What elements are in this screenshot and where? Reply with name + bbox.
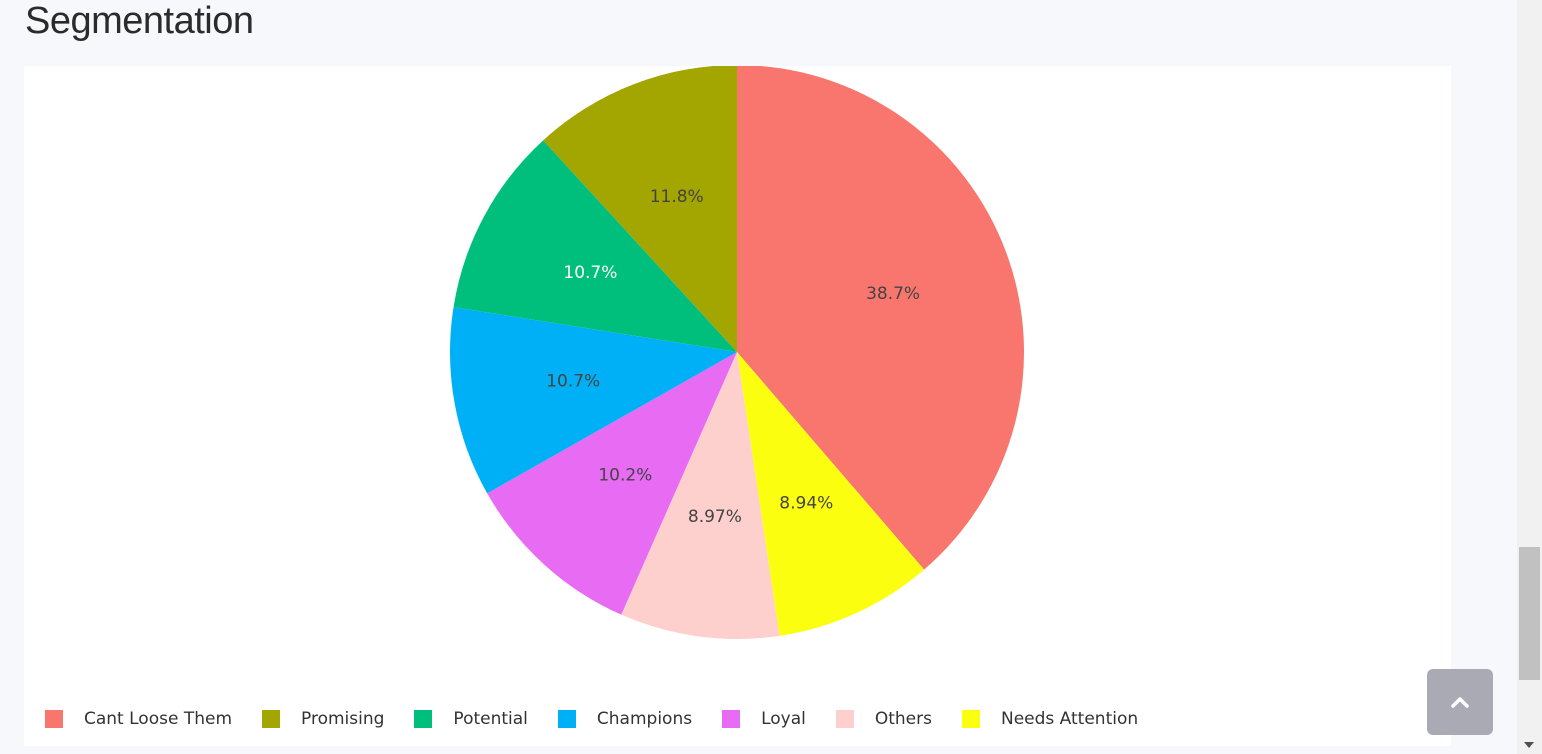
slice-label-champions: 10.7%: [546, 372, 600, 392]
pie-chart: 38.7% 8.94% 8.97% 10.2% 10.7% 10.7% 11.8%: [450, 66, 1024, 639]
back-to-top-button[interactable]: [1427, 669, 1493, 735]
legend-label: Champions: [596, 709, 693, 729]
legend-item-cant-loose-them[interactable]: Cant Loose Them: [45, 709, 232, 729]
legend-item-champions[interactable]: Champions: [557, 709, 693, 729]
legend-label: Others: [874, 709, 932, 729]
legend-label: Potential: [453, 709, 528, 729]
pie-slice-potential[interactable]: [453, 140, 737, 352]
legend-swatch: [262, 710, 281, 728]
legend-label: Promising: [301, 709, 385, 729]
pie-slice-needs-attention[interactable]: [737, 352, 925, 636]
slice-label-potential: 10.7%: [563, 263, 617, 283]
chevron-up-icon: [1451, 697, 1469, 708]
scroll-down-arrow-icon[interactable]: [1524, 742, 1534, 748]
pie-slice-champions[interactable]: [450, 307, 737, 494]
legend-swatch: [45, 710, 63, 728]
scrollbar-thumb[interactable]: [1519, 547, 1540, 680]
legend-label: Cant Loose Them: [84, 709, 233, 729]
legend-item-needs-attention[interactable]: Needs Attention: [962, 709, 1138, 729]
chart-legend: Cant Loose Them Promising Potential Champio…: [45, 707, 1168, 731]
chart-panel: 38.7% 8.94% 8.97% 10.2% 10.7% 10.7% 11.8% Cant…: [24, 66, 1451, 746]
section-title: Segmentation: [25, 0, 254, 42]
pie-slice-others[interactable]: [621, 352, 780, 639]
slice-label-cant-loose-them: 38.7%: [866, 284, 920, 304]
legend-item-others[interactable]: Others: [835, 709, 932, 729]
legend-item-potential[interactable]: Potential: [414, 709, 528, 729]
slice-label-loyal: 10.2%: [598, 465, 652, 485]
pie-slice-loyal[interactable]: [487, 352, 737, 615]
slice-label-promising: 11.8%: [650, 187, 704, 207]
pie-slice-promising[interactable]: [543, 66, 737, 352]
vertical-scrollbar[interactable]: [1517, 0, 1542, 754]
slice-label-others: 8.97%: [688, 507, 742, 527]
legend-label: Loyal: [761, 709, 806, 729]
legend-swatch: [835, 710, 854, 728]
pie-slice-cant-loose-them[interactable]: [737, 66, 1024, 570]
legend-swatch: [414, 710, 433, 728]
legend-swatch: [962, 710, 980, 728]
legend-swatch: [722, 710, 741, 728]
legend-item-promising[interactable]: Promising: [262, 709, 384, 729]
legend-item-loyal[interactable]: Loyal: [722, 709, 806, 729]
legend-swatch: [557, 710, 576, 728]
legend-label: Needs Attention: [1001, 709, 1139, 729]
slice-label-needs-attention: 8.94%: [779, 493, 833, 513]
